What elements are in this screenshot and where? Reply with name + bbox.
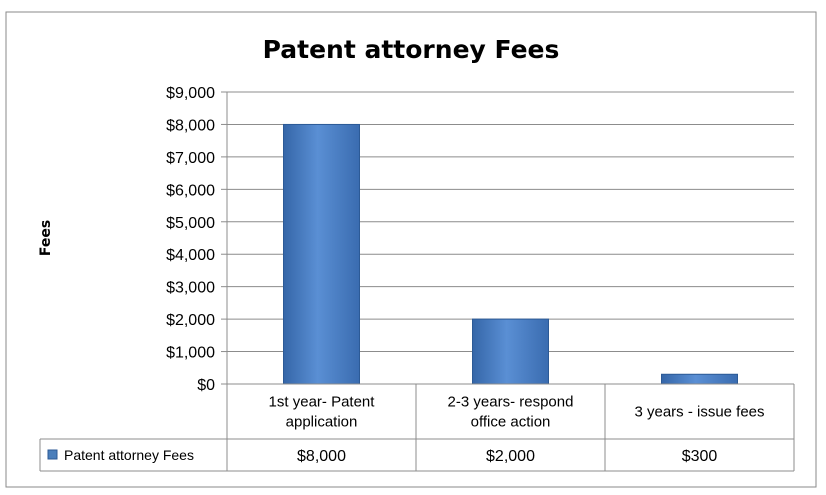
y-tick-label: $5,000 bbox=[166, 215, 215, 232]
y-tick-label: $4,000 bbox=[166, 247, 215, 264]
chart-title: Patent attorney Fees bbox=[263, 35, 560, 64]
x-category-label: office action bbox=[471, 414, 551, 431]
y-tick-label: $6,000 bbox=[166, 182, 215, 199]
x-category-label: 3 years - issue fees bbox=[634, 404, 764, 421]
y-tick-label: $1,000 bbox=[166, 345, 215, 362]
data-table-value: $2,000 bbox=[486, 448, 535, 465]
data-table-value: $300 bbox=[682, 448, 718, 465]
y-tick-label: $0 bbox=[197, 377, 215, 394]
legend-swatch bbox=[48, 450, 57, 459]
bar bbox=[473, 319, 549, 384]
x-category-label: 1st year- Patent bbox=[269, 394, 376, 411]
bar bbox=[662, 374, 738, 384]
y-tick-label: $8,000 bbox=[166, 117, 215, 134]
data-table-value: $8,000 bbox=[297, 448, 346, 465]
y-tick-label: $7,000 bbox=[166, 150, 215, 167]
x-category-label: application bbox=[286, 414, 358, 431]
x-category-label: 2-3 years- respond bbox=[448, 394, 574, 411]
y-axis-label: Fees bbox=[38, 220, 54, 256]
bar bbox=[284, 124, 360, 384]
legend-label: Patent attorney Fees bbox=[64, 447, 194, 463]
y-tick-label: $9,000 bbox=[166, 85, 215, 102]
y-tick-label: $3,000 bbox=[166, 280, 215, 297]
y-tick-label: $2,000 bbox=[166, 312, 215, 329]
